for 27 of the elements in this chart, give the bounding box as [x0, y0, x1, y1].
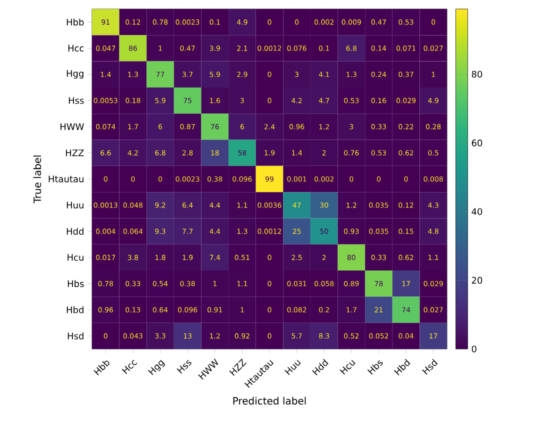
y-tick-label: Hbb [66, 18, 84, 26]
color-bar-label: 0 [472, 346, 476, 352]
x-axis-title: Predicted label [233, 396, 306, 405]
y-tick-label: Hcu [68, 254, 84, 261]
x-tick-label: Hss [176, 360, 192, 374]
y-tick-label: Hsd [68, 332, 84, 340]
x-tick-label: Hcc [122, 360, 138, 374]
y-axis-title: True label [33, 156, 42, 204]
x-tick-label: Huu [284, 360, 301, 376]
y-tick-label: Hss [68, 97, 84, 104]
color-bar-label: 40 [472, 208, 482, 216]
y-tick-label: Huu [66, 202, 84, 208]
color-bar-label: 80 [472, 70, 482, 78]
y-tick-label: Hbs [68, 280, 84, 288]
color-bar-label: 20 [472, 276, 482, 284]
x-tick-label: Hbb [94, 360, 110, 376]
y-tick-label: Hgg [66, 70, 84, 79]
y-tick-label: Hdd [66, 228, 84, 235]
y-tick-label: HZZ [66, 150, 84, 156]
x-tick-label: Hbs [367, 360, 383, 375]
y-tick-label: Hbd [66, 306, 84, 314]
y-tick-label: HWW [60, 123, 84, 130]
y-tick-label: Htautau [48, 176, 84, 182]
x-tick-label: Hcu [340, 360, 356, 375]
color-bar-label: 60 [472, 140, 482, 146]
y-tick-label: Hcc [68, 44, 84, 52]
x-tick-label: Hgg [148, 360, 165, 376]
